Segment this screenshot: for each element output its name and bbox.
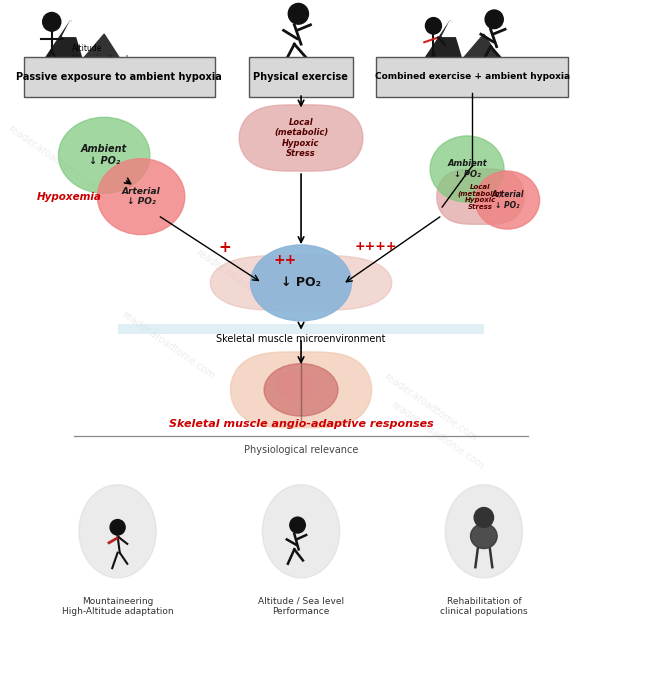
- Polygon shape: [230, 352, 372, 428]
- Text: ++: ++: [274, 253, 297, 266]
- Text: ↓ PO₂: ↓ PO₂: [281, 277, 321, 289]
- Ellipse shape: [276, 371, 313, 398]
- Ellipse shape: [430, 136, 504, 202]
- Polygon shape: [210, 255, 392, 310]
- Polygon shape: [40, 21, 84, 66]
- Text: Arterial
↓ PO₂: Arterial ↓ PO₂: [491, 190, 523, 210]
- FancyBboxPatch shape: [249, 57, 353, 97]
- Ellipse shape: [475, 171, 540, 229]
- Circle shape: [474, 508, 493, 527]
- Text: Local
(metabolic)
Hypoxic
Stress: Local (metabolic) Hypoxic Stress: [458, 184, 503, 210]
- Polygon shape: [457, 34, 504, 66]
- Text: Skeletal muscle microenvironment: Skeletal muscle microenvironment: [216, 335, 386, 344]
- Text: Arterial
↓ PO₂: Arterial ↓ PO₂: [122, 187, 161, 206]
- Text: Altitude / Sea level
Performance: Altitude / Sea level Performance: [258, 597, 344, 616]
- Circle shape: [42, 12, 60, 31]
- Text: Physical exercise: Physical exercise: [253, 72, 348, 81]
- Polygon shape: [62, 21, 79, 37]
- Text: Rehabilitation of
clinical populations: Rehabilitation of clinical populations: [440, 597, 528, 616]
- Text: Physiological relevance: Physiological relevance: [244, 445, 358, 455]
- Ellipse shape: [264, 364, 338, 416]
- FancyBboxPatch shape: [376, 57, 568, 97]
- Text: Altitude
Hypoxic chambers: Altitude Hypoxic chambers: [72, 43, 142, 64]
- Ellipse shape: [470, 524, 497, 549]
- Text: reader.aroadtome.com: reader.aroadtome.com: [120, 310, 216, 382]
- Text: reader.aroadtome.com: reader.aroadtome.com: [388, 400, 485, 471]
- Ellipse shape: [97, 159, 185, 235]
- Ellipse shape: [58, 117, 150, 193]
- Text: reader.aroadtome.com: reader.aroadtome.com: [5, 124, 102, 195]
- Text: Local
(metabolic)
Hypoxic
Stress: Local (metabolic) Hypoxic Stress: [274, 118, 328, 158]
- Polygon shape: [77, 34, 124, 66]
- Text: Ambient
↓ PO₂: Ambient ↓ PO₂: [81, 144, 127, 166]
- Circle shape: [485, 10, 503, 29]
- Polygon shape: [442, 21, 458, 37]
- Text: ++++: ++++: [355, 240, 398, 253]
- Polygon shape: [420, 21, 464, 66]
- Circle shape: [425, 18, 442, 34]
- Text: +: +: [219, 240, 231, 255]
- Ellipse shape: [251, 245, 351, 321]
- Ellipse shape: [79, 484, 156, 578]
- Text: Hypoxemia: Hypoxemia: [37, 192, 102, 202]
- Text: Combined exercise + ambient hypoxia: Combined exercise + ambient hypoxia: [374, 72, 570, 81]
- Polygon shape: [239, 105, 363, 171]
- Polygon shape: [437, 169, 524, 224]
- FancyBboxPatch shape: [24, 57, 215, 97]
- FancyBboxPatch shape: [118, 324, 484, 334]
- Text: Passive exposure to ambient hypoxia: Passive exposure to ambient hypoxia: [16, 72, 222, 81]
- Text: reader.aroadtome.com: reader.aroadtome.com: [382, 372, 478, 444]
- Ellipse shape: [445, 484, 523, 578]
- Circle shape: [110, 520, 125, 535]
- Text: Ambient
↓ PO₂: Ambient ↓ PO₂: [447, 159, 487, 179]
- Text: reader.aroadtome.com: reader.aroadtome.com: [194, 248, 290, 319]
- Circle shape: [288, 3, 308, 24]
- Circle shape: [290, 517, 305, 533]
- Text: Skeletal muscle angio-adaptive responses: Skeletal muscle angio-adaptive responses: [169, 420, 433, 429]
- Ellipse shape: [262, 484, 339, 578]
- Text: Mountaineering
High-Altitude adaptation: Mountaineering High-Altitude adaptation: [62, 597, 173, 616]
